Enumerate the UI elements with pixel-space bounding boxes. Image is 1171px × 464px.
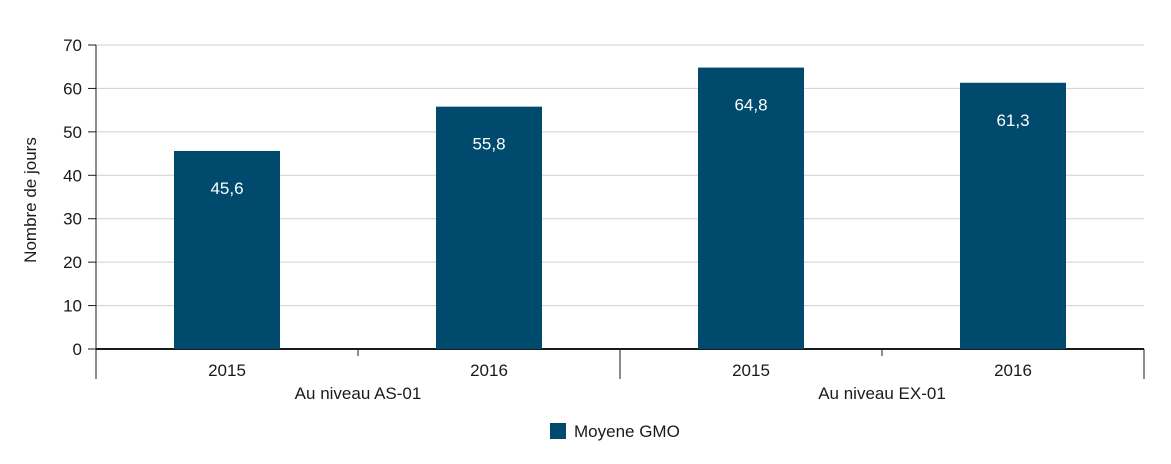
bar	[436, 106, 542, 349]
y-tick-label: 60	[63, 79, 82, 98]
x-tick-label: 2015	[732, 361, 770, 380]
y-tick-label: 30	[63, 210, 82, 229]
group-label: Au niveau AS-01	[295, 384, 422, 403]
bar-value-label: 55,8	[472, 135, 505, 154]
labels: 0 10 20 30 40 50 60 70 45,6 2015 55,8 2016 64,8 2015 6…	[63, 36, 1032, 403]
y-tick-label: 20	[63, 253, 82, 272]
y-axis-title: Nombre de jours	[21, 137, 40, 263]
bar	[698, 67, 804, 349]
bars	[174, 67, 1066, 349]
y-tick-label: 50	[63, 123, 82, 142]
y-tick-label: 10	[63, 297, 82, 316]
y-tick-label: 0	[73, 340, 82, 359]
bar	[174, 150, 280, 349]
legend: Moyene GMO	[550, 422, 680, 441]
y-tick-label: 40	[63, 166, 82, 185]
x-tick-label: 2016	[994, 361, 1032, 380]
group-label: Au niveau EX-01	[818, 384, 946, 403]
bar	[960, 82, 1066, 349]
bar-value-label: 45,6	[210, 179, 243, 198]
y-tick-label: 70	[63, 36, 82, 55]
bar-value-label: 61,3	[996, 111, 1029, 130]
legend-swatch	[550, 423, 566, 439]
bar-value-label: 64,8	[734, 96, 767, 115]
legend-label: Moyene GMO	[574, 422, 680, 441]
x-tick-label: 2016	[470, 361, 508, 380]
x-tick-label: 2015	[208, 361, 246, 380]
